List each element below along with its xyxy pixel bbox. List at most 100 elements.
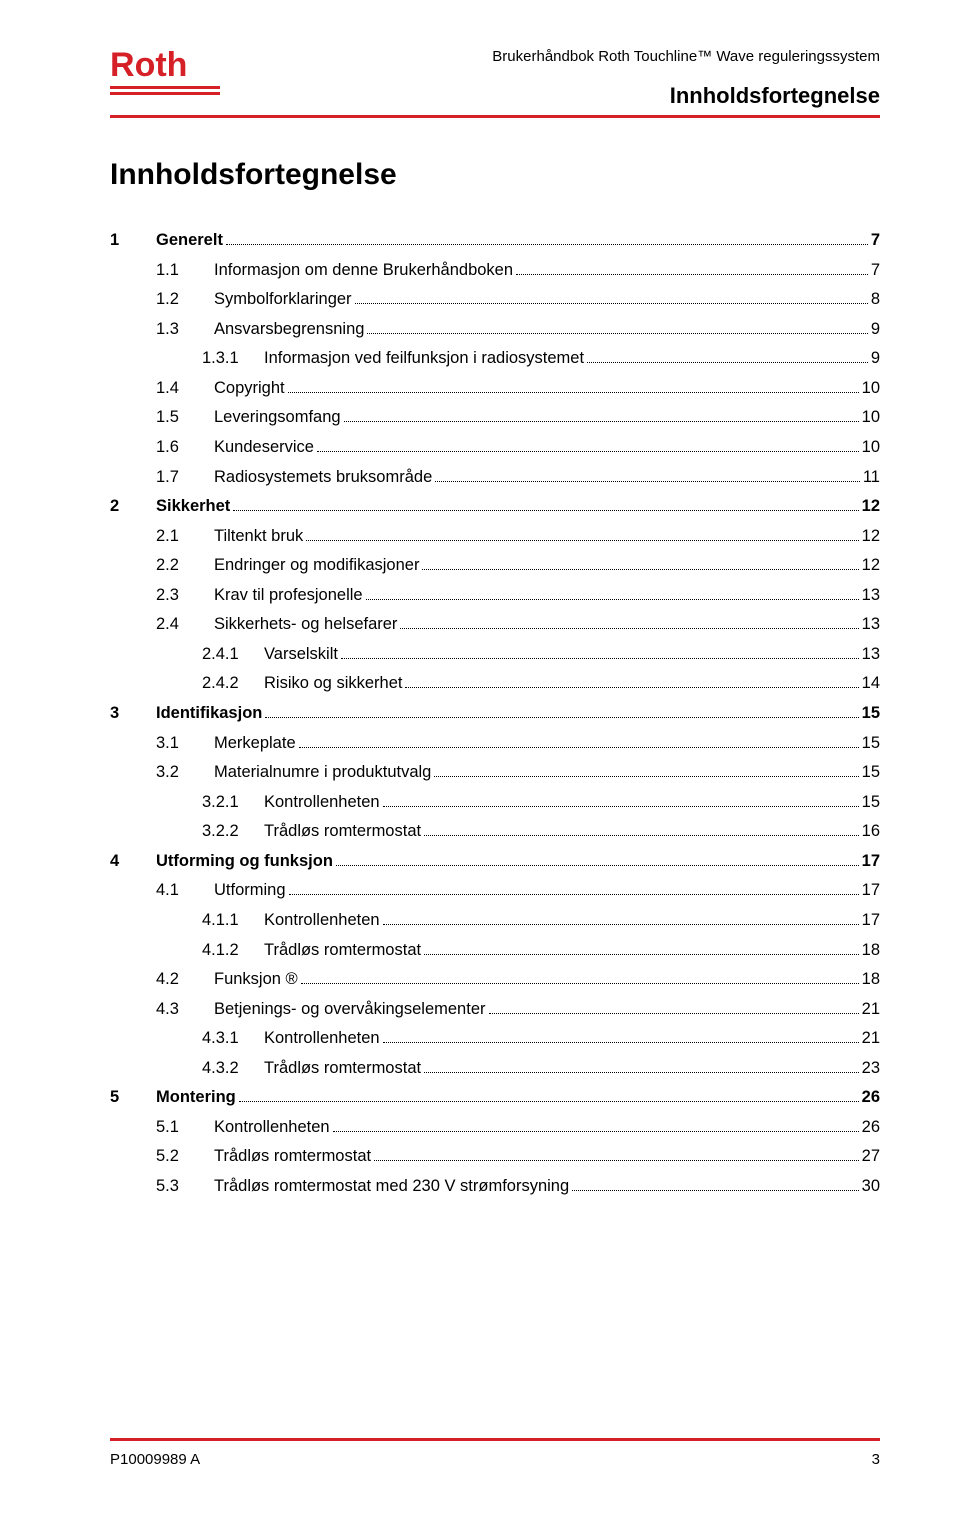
toc-entry-label: Leveringsomfang	[214, 405, 341, 431]
toc-entry-number: 1.3.1	[202, 346, 264, 372]
toc-entry: 4Utforming og funksjon17	[110, 849, 880, 875]
toc-leader-dots	[355, 303, 868, 304]
toc-entry-number: 4.3	[156, 997, 214, 1023]
toc-entry-number: 1.5	[156, 405, 214, 431]
toc-entry-label: Informasjon ved feilfunksjon i radiosyst…	[264, 346, 584, 372]
toc-leader-dots	[333, 1131, 859, 1132]
toc-entry: 1.5Leveringsomfang10	[156, 405, 880, 431]
toc-leader-dots	[344, 421, 859, 422]
toc-entry-number: 4.3.1	[202, 1026, 264, 1052]
toc-entry-number: 4.1.1	[202, 908, 264, 934]
toc-leader-dots	[366, 599, 859, 600]
toc-entry: 1.3Ansvarsbegrensning9	[156, 317, 880, 343]
toc-entry-page: 26	[862, 1085, 880, 1111]
toc-entry-number: 5.2	[156, 1144, 214, 1170]
toc-entry-label: Betjenings- og overvåkingselementer	[214, 997, 486, 1023]
toc-leader-dots	[374, 1160, 859, 1161]
toc-entry-label: Risiko og sikkerhet	[264, 671, 402, 697]
toc-entry-page: 10	[862, 376, 880, 402]
toc-entry-number: 1.4	[156, 376, 214, 402]
toc-entry-page: 10	[862, 435, 880, 461]
toc-entry-label: Sikkerhet	[156, 494, 230, 520]
toc-entry-page: 9	[871, 317, 880, 343]
toc-entry-page: 13	[862, 642, 880, 668]
toc-entry-label: Utforming	[214, 878, 286, 904]
toc-entry-page: 9	[871, 346, 880, 372]
toc-leader-dots	[289, 894, 859, 895]
logo-bars	[110, 86, 220, 95]
toc-entry-page: 30	[862, 1174, 880, 1200]
toc-entry: 3.2.1Kontrollenheten 15	[202, 790, 880, 816]
toc-entry: 4.3Betjenings- og overvåkingselementer 21	[156, 997, 880, 1023]
table-of-contents: 1Generelt71.1Informasjon om denne Bruker…	[110, 228, 880, 1200]
toc-entry: 2.4.1Varselskilt13	[202, 642, 880, 668]
toc-entry-label: Kontrollenheten	[264, 790, 380, 816]
toc-entry-page: 12	[862, 553, 880, 579]
toc-entry-number: 3.2.2	[202, 819, 264, 845]
toc-entry-page: 11	[863, 465, 880, 491]
toc-entry: 1.3.1Informasjon ved feilfunksjon i radi…	[202, 346, 880, 372]
brand-logo: Roth	[110, 48, 220, 95]
toc-entry-number: 2.4	[156, 612, 214, 638]
page-footer: P10009989 A 3	[110, 1438, 880, 1468]
toc-leader-dots	[288, 392, 859, 393]
toc-leader-dots	[226, 244, 868, 245]
toc-entry-label: Kontrollenheten	[264, 1026, 380, 1052]
toc-leader-dots	[233, 510, 858, 511]
toc-entry: 4.2Funksjon ®18	[156, 967, 880, 993]
toc-leader-dots	[265, 717, 858, 718]
toc-leader-dots	[587, 362, 868, 363]
toc-entry-label: Trådløs romtermostat	[264, 819, 421, 845]
toc-entry-label: Kontrollenheten	[214, 1115, 330, 1141]
toc-entry: 4.1Utforming17	[156, 878, 880, 904]
toc-entry-number: 5	[110, 1085, 156, 1111]
toc-entry-number: 4.2	[156, 967, 214, 993]
toc-entry-page: 23	[862, 1056, 880, 1082]
footer-divider	[110, 1438, 880, 1441]
page-header: Roth Brukerhåndbok Roth Touchline™ Wave …	[110, 48, 880, 109]
toc-entry-label: Trådløs romtermostat	[264, 1056, 421, 1082]
toc-entry: 4.1.1Kontrollenheten17	[202, 908, 880, 934]
toc-entry-page: 17	[862, 908, 880, 934]
toc-entry-number: 2.1	[156, 524, 214, 550]
toc-entry-number: 1.6	[156, 435, 214, 461]
toc-entry-number: 4.1	[156, 878, 214, 904]
toc-entry-page: 15	[862, 760, 880, 786]
toc-entry-page: 16	[862, 819, 880, 845]
toc-entry-page: 15	[862, 701, 880, 727]
toc-entry: 4.3.2Trådløs romtermostat23	[202, 1056, 880, 1082]
toc-entry-page: 21	[862, 997, 880, 1023]
toc-entry: 5.3Trådløs romtermostat med 230 V strømf…	[156, 1174, 880, 1200]
toc-entry-page: 27	[862, 1144, 880, 1170]
toc-leader-dots	[367, 333, 867, 334]
toc-leader-dots	[424, 835, 859, 836]
toc-entry-label: Trådløs romtermostat med 230 V strømfors…	[214, 1174, 569, 1200]
toc-entry-label: Generelt	[156, 228, 223, 254]
toc-leader-dots	[572, 1190, 858, 1191]
toc-entry-number: 1.7	[156, 465, 214, 491]
toc-entry-number: 4.1.2	[202, 938, 264, 964]
toc-entry-label: Montering	[156, 1085, 236, 1111]
header-doc-title: Brukerhåndbok Roth Touchline™ Wave regul…	[492, 48, 880, 65]
toc-entry-label: Funksjon ®	[214, 967, 298, 993]
toc-entry: 2Sikkerhet12	[110, 494, 880, 520]
toc-entry-label: Varselskilt	[264, 642, 338, 668]
toc-entry-label: Tiltenkt bruk	[214, 524, 303, 550]
toc-entry-number: 3.2.1	[202, 790, 264, 816]
toc-entry-label: Materialnumre i produktutvalg	[214, 760, 431, 786]
toc-entry-label: Copyright	[214, 376, 285, 402]
toc-entry-number: 2.4.2	[202, 671, 264, 697]
toc-entry: 3.2Materialnumre i produktutvalg 15	[156, 760, 880, 786]
toc-entry-label: Sikkerhets- og helsefarer	[214, 612, 397, 638]
toc-entry: 1.1Informasjon om denne Brukerhåndboken7	[156, 258, 880, 284]
toc-entry-label: Trådløs romtermostat	[214, 1144, 371, 1170]
footer-doc-id: P10009989 A	[110, 1451, 200, 1468]
toc-entry-page: 15	[862, 790, 880, 816]
toc-entry-number: 3.2	[156, 760, 214, 786]
toc-leader-dots	[400, 628, 858, 629]
toc-entry-number: 2	[110, 494, 156, 520]
toc-entry-label: Informasjon om denne Brukerhåndboken	[214, 258, 513, 284]
toc-leader-dots	[516, 274, 868, 275]
toc-entry: 4.3.1Kontrollenheten21	[202, 1026, 880, 1052]
toc-leader-dots	[405, 687, 858, 688]
